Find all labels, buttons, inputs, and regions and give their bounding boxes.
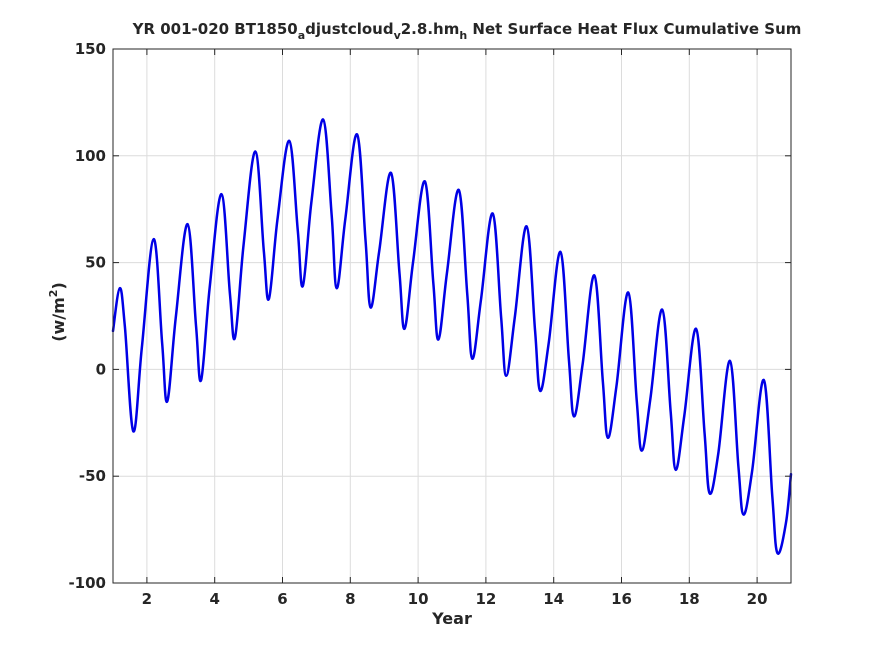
title-segment: 2.8.hm: [401, 20, 460, 38]
plot-frame: [112, 48, 792, 584]
y-tick-labels: -100 -50 0 50 100 150: [68, 40, 106, 592]
x-tick-label: 18: [679, 590, 700, 608]
y-tick-label: 0: [96, 360, 106, 378]
x-tick-label: 6: [277, 590, 287, 608]
y-label-segment: (w/m: [49, 297, 68, 342]
x-tick-label: 20: [747, 590, 768, 608]
chart-title: YR 001-020 BT1850adjustcloudv2.8.hmh Net…: [132, 20, 802, 42]
tick-marks: [113, 48, 791, 584]
x-tick-label: 8: [345, 590, 355, 608]
title-subscript: a: [298, 29, 305, 42]
title-segment: YR 001-020 BT1850: [132, 20, 298, 38]
y-label-segment: ): [49, 282, 68, 289]
series-layer: [111, 118, 793, 555]
x-tick-label: 12: [475, 590, 496, 608]
y-label-superscript: 2: [47, 290, 60, 298]
y-tick-label: 50: [85, 254, 106, 272]
title-subscript: v: [394, 29, 402, 42]
grid: [113, 48, 791, 584]
x-tick-label: 2: [142, 590, 152, 608]
x-tick-label: 4: [209, 590, 219, 608]
y-tick-label: -100: [68, 574, 106, 592]
series-line-0: [111, 118, 793, 555]
x-tick-label: 16: [611, 590, 632, 608]
y-tick-label: 100: [75, 147, 106, 165]
x-tick-labels: 2 4 6 8 10 12 14 16 18 20: [142, 590, 768, 608]
title-segment: djustcloud: [305, 20, 393, 38]
y-axis-label: (w/m2): [47, 282, 68, 342]
x-axis-label: Year: [431, 609, 472, 628]
y-tick-label: -50: [79, 467, 106, 485]
title-segment: Net Surface Heat Flux Cumulative Sum: [467, 20, 801, 38]
x-tick-label: 10: [408, 590, 429, 608]
y-tick-label: 150: [75, 40, 106, 58]
title-subscript: h: [459, 29, 467, 42]
x-tick-label: 14: [543, 590, 564, 608]
